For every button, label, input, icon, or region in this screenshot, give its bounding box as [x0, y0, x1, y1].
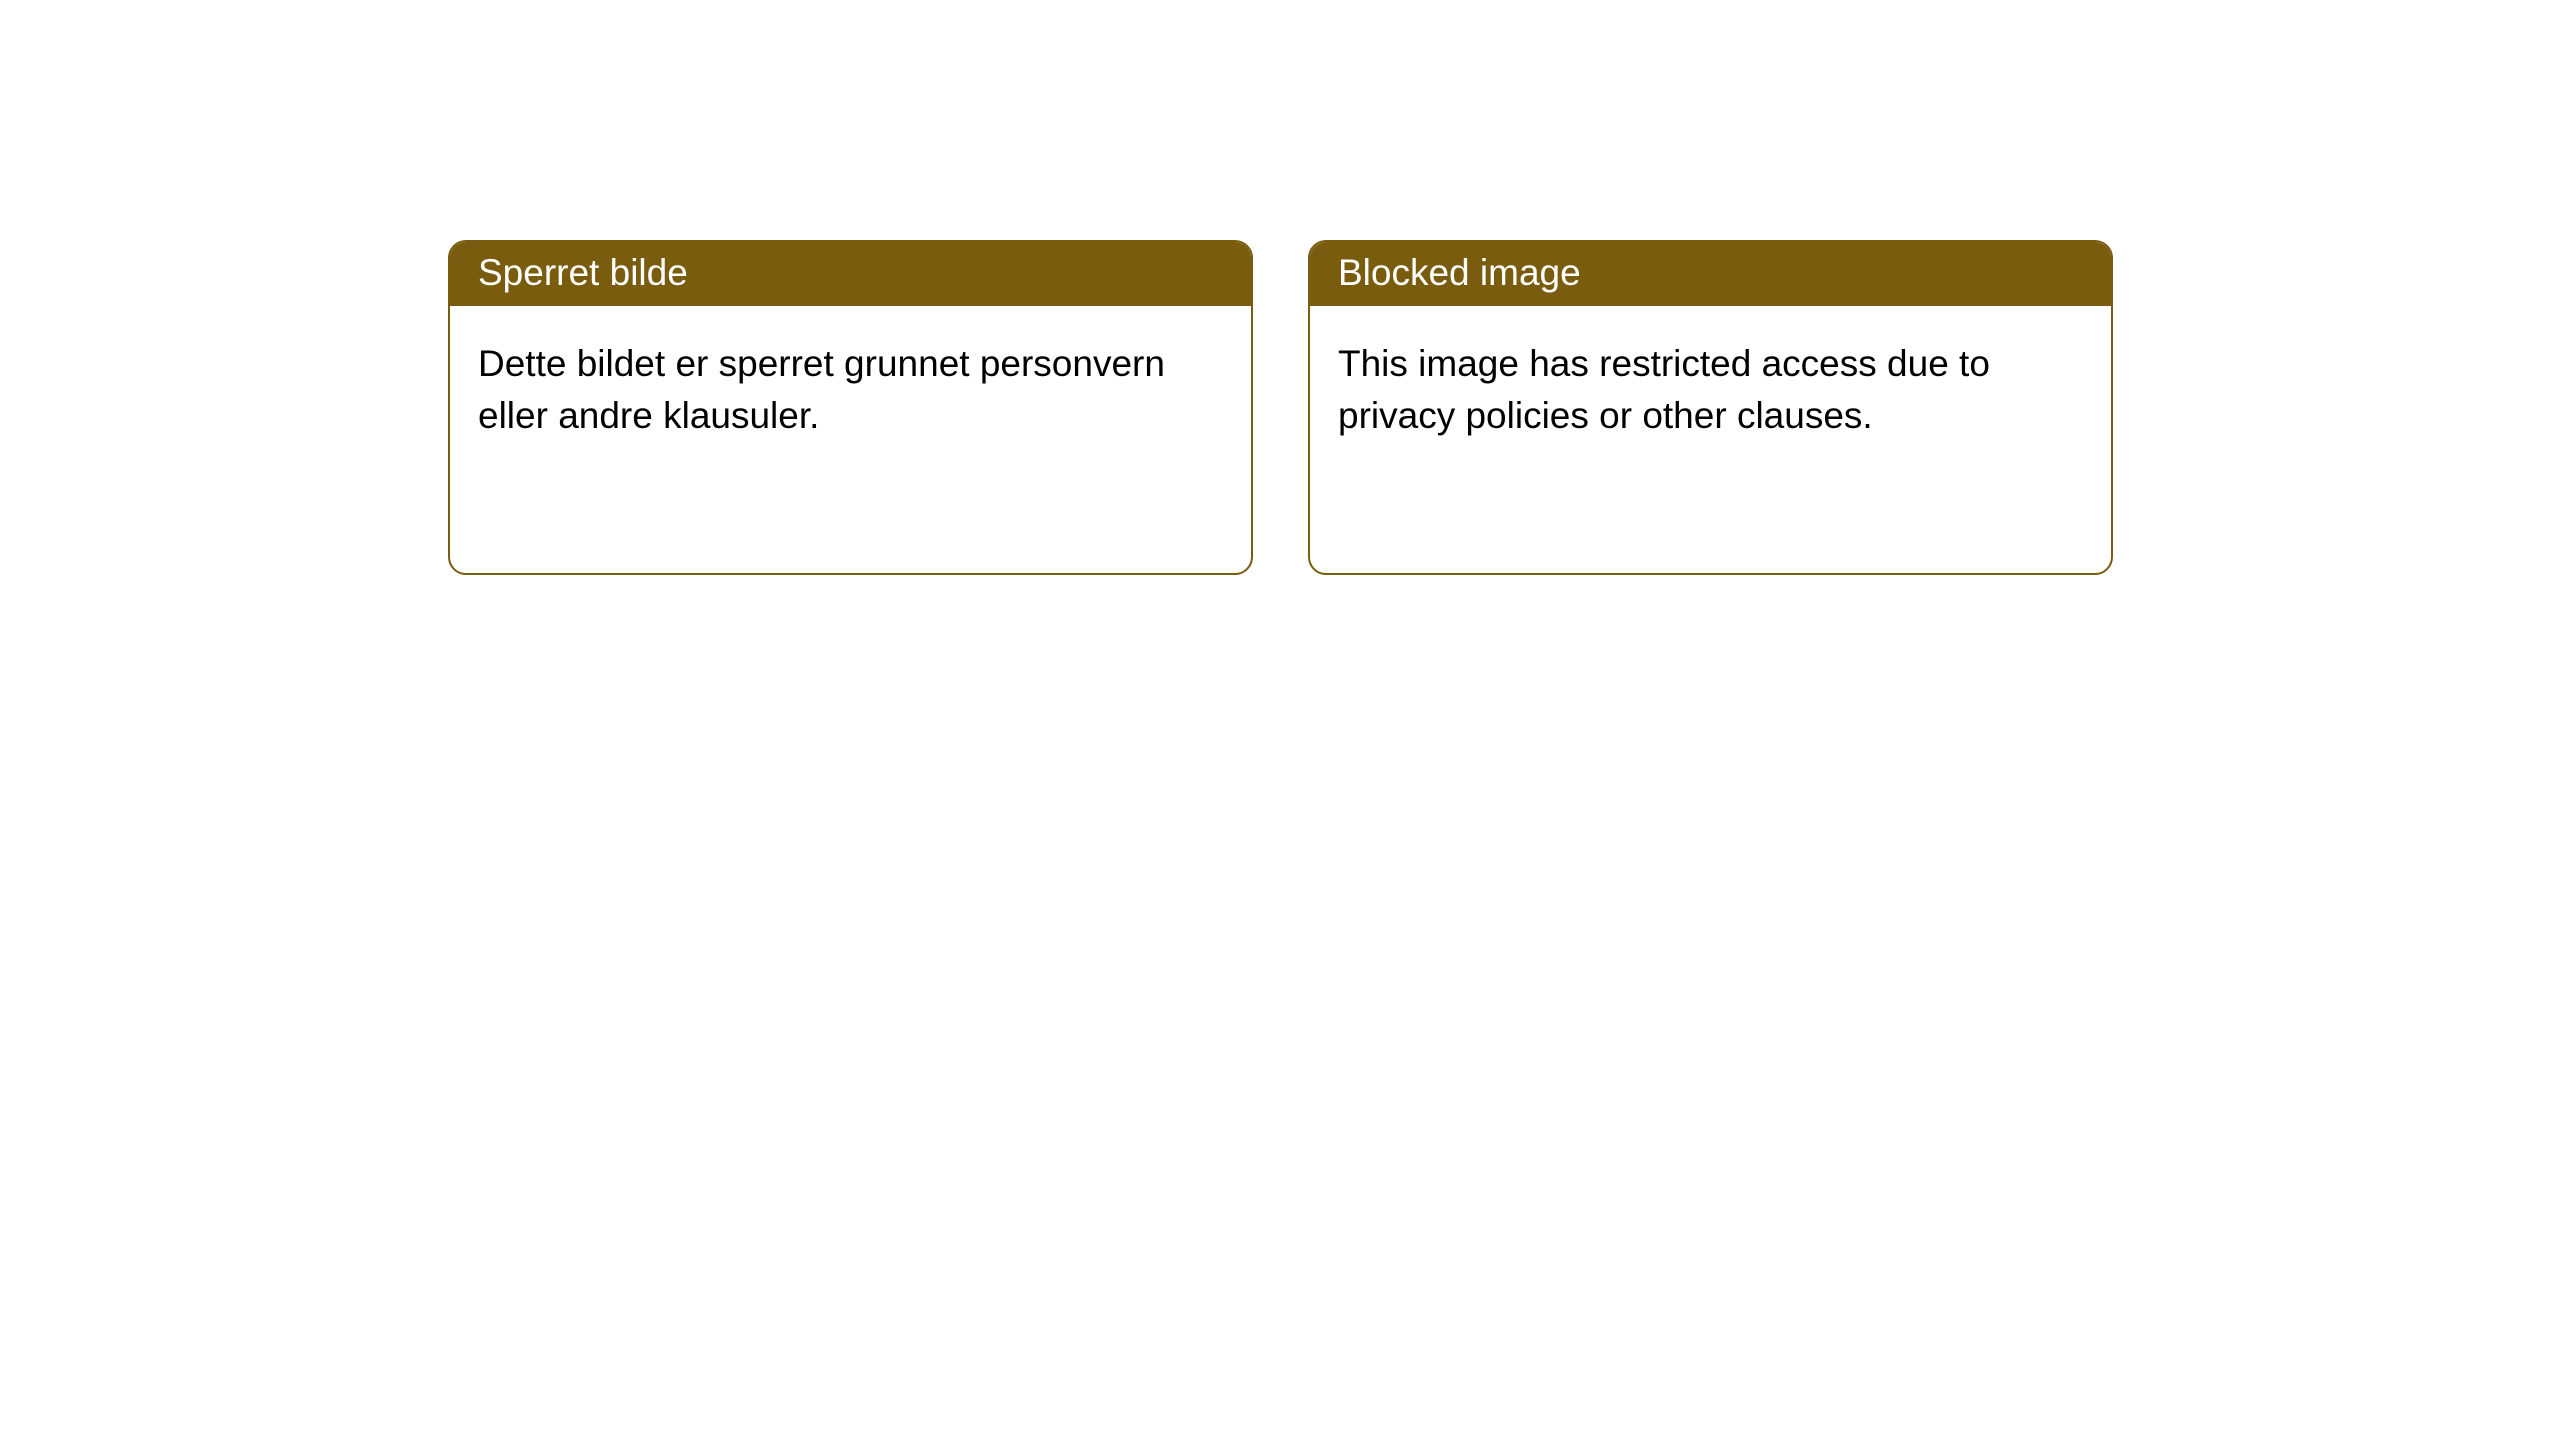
card-body: This image has restricted access due to … [1310, 306, 2111, 474]
card-title: Blocked image [1338, 252, 1581, 293]
card-body-text: Dette bildet er sperret grunnet personve… [478, 343, 1165, 436]
card-header: Sperret bilde [450, 242, 1251, 306]
card-body-text: This image has restricted access due to … [1338, 343, 1990, 436]
card-title: Sperret bilde [478, 252, 688, 293]
notice-card-norwegian: Sperret bilde Dette bildet er sperret gr… [448, 240, 1253, 575]
card-header: Blocked image [1310, 242, 2111, 306]
notice-container: Sperret bilde Dette bildet er sperret gr… [0, 0, 2560, 575]
card-body: Dette bildet er sperret grunnet personve… [450, 306, 1251, 474]
notice-card-english: Blocked image This image has restricted … [1308, 240, 2113, 575]
